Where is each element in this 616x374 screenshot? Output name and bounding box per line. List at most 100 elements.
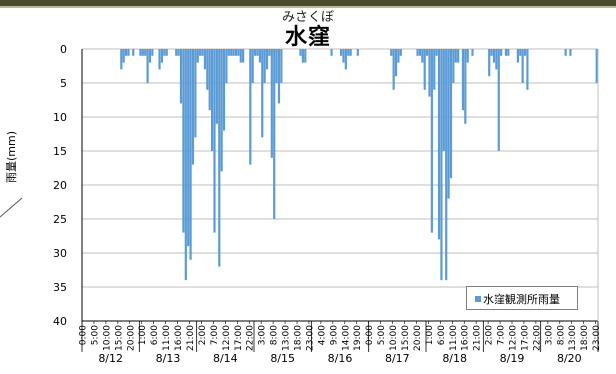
rain-bar — [390, 49, 393, 56]
rain-bar — [189, 49, 192, 260]
x-tick-label: 14:00 — [341, 325, 351, 351]
rain-bar — [461, 49, 465, 111]
x-tick-label: 23:00 — [592, 325, 602, 351]
x-tick-label: 0:00 — [79, 325, 89, 345]
day-label: 8/19 — [500, 352, 525, 365]
rain-bar — [356, 49, 359, 56]
day-label: 8/20 — [557, 352, 582, 365]
rain-bar — [452, 49, 455, 83]
x-tick-label: 21:00 — [186, 325, 196, 351]
rain-bar — [464, 49, 467, 124]
rain-bar — [132, 49, 135, 56]
x-tick-label: 9:00 — [329, 325, 339, 345]
x-tick-label: 0:00 — [365, 325, 375, 345]
rain-bar — [220, 49, 223, 172]
x-tick-label: 3:00 — [258, 325, 268, 345]
rain-bar — [471, 49, 474, 56]
rain-bar — [163, 49, 166, 56]
rain-bar — [125, 49, 128, 56]
rain-bar — [191, 49, 195, 165]
rain-bar — [273, 49, 276, 219]
rain-bar — [442, 49, 445, 151]
rain-bar — [182, 49, 185, 233]
window-top-frame — [0, 0, 616, 6]
rain-bar — [254, 49, 257, 56]
rain-bar — [507, 49, 510, 56]
x-tick-label: 10:00 — [389, 325, 399, 351]
rain-bar — [500, 49, 503, 56]
y-tick-label: 20 — [53, 179, 67, 192]
x-tick-label: 11:00 — [449, 325, 459, 351]
rain-bar — [394, 49, 398, 77]
x-tick-label: 5:00 — [377, 325, 387, 345]
rain-bar — [433, 49, 436, 90]
rain-bar — [418, 49, 422, 56]
rain-bar — [227, 49, 230, 56]
x-tick-label: 16:00 — [461, 325, 471, 351]
rain-bar — [445, 49, 448, 281]
rain-bar — [330, 49, 333, 56]
rain-bar — [148, 49, 152, 63]
rain-bar — [299, 49, 302, 56]
rain-bar — [127, 49, 130, 56]
rain-bar — [344, 49, 347, 70]
rain-bar — [490, 49, 493, 56]
day-label: 8/18 — [442, 352, 467, 365]
x-tick-label: 13:00 — [568, 325, 578, 351]
day-label: 8/14 — [213, 352, 238, 365]
rain-bar — [242, 49, 245, 63]
rain-bar — [158, 49, 161, 70]
x-tick-label: 1:00 — [425, 325, 435, 345]
chart-title: 水窪 — [284, 25, 331, 50]
rain-bar — [521, 49, 524, 83]
x-tick-label: 10:00 — [102, 325, 112, 351]
rain-bar — [215, 49, 218, 124]
rain-bar — [492, 49, 496, 63]
x-tick-label: 20:00 — [126, 325, 136, 351]
x-tick-label: 12:00 — [222, 325, 232, 351]
x-tick-label: 20:00 — [413, 325, 423, 351]
x-tick-label: 8:00 — [270, 325, 280, 345]
y-tick-label: 10 — [53, 111, 67, 124]
rain-bar — [449, 49, 453, 179]
rain-bar — [175, 49, 178, 56]
x-tick-label: 13:00 — [282, 325, 292, 351]
rain-bar — [206, 49, 209, 90]
day-label: 8/15 — [270, 352, 295, 365]
x-tick-label: 2:00 — [485, 325, 495, 345]
x-tick-label: 6:00 — [437, 325, 447, 345]
x-tick-label: 7:00 — [210, 325, 220, 345]
rain-bar — [428, 49, 431, 97]
rain-bar — [265, 49, 269, 70]
legend-label: 水窪観測所雨量 — [483, 293, 560, 306]
rain-bar — [349, 49, 352, 56]
x-tick-label: 18:00 — [294, 325, 304, 351]
rain-bar — [457, 49, 460, 63]
rain-bar — [268, 49, 271, 56]
rain-bar — [251, 49, 254, 83]
y-tick-label: 5 — [60, 77, 67, 90]
window-top-frame-inner — [0, 6, 616, 8]
rain-bar — [146, 49, 149, 83]
rain-bar — [151, 49, 154, 56]
x-tick-label: 1:00 — [138, 325, 148, 345]
rain-bar — [488, 49, 491, 77]
rain-bar — [222, 49, 226, 131]
rain-bar — [261, 49, 264, 138]
rain-bar — [258, 49, 261, 63]
rain-bar — [454, 49, 457, 63]
rain-bar — [160, 49, 164, 63]
rain-bar — [239, 49, 242, 63]
y-tick-label: 30 — [53, 247, 67, 260]
rain-bar — [225, 49, 228, 83]
rain-bar — [139, 49, 142, 56]
rain-bar — [194, 49, 197, 138]
y-tick-label: 0 — [60, 43, 67, 56]
rain-bar — [497, 49, 500, 151]
x-tick-label: 19:00 — [353, 325, 363, 351]
rain-bar — [141, 49, 144, 56]
rain-bar — [564, 49, 567, 56]
rain-bar — [392, 49, 395, 90]
rain-bar — [199, 49, 202, 56]
